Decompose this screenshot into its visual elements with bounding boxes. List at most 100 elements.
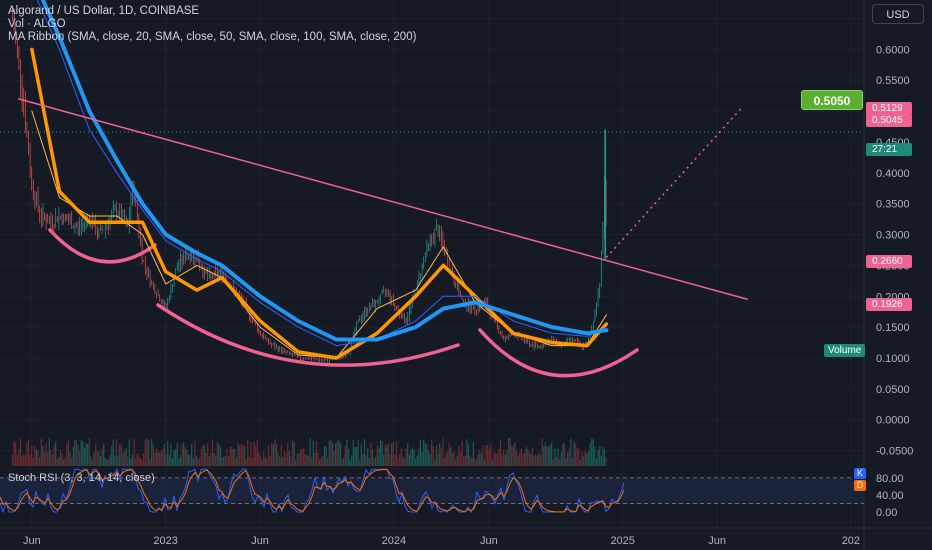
volume-bar [69, 452, 71, 466]
volume-bar [75, 440, 78, 466]
volume-bar [122, 452, 124, 466]
volume-bar [277, 452, 279, 466]
volume-bar [370, 442, 372, 466]
volume-bar [35, 449, 38, 466]
ma-ribbon-legend[interactable]: MA Ribbon (SMA, close, 20, SMA, close, 5… [8, 31, 417, 43]
currency-button[interactable]: USD [872, 4, 924, 24]
volume-bar [514, 442, 516, 466]
volume-bar [517, 455, 519, 466]
volume-bar [168, 455, 170, 466]
volume-bar [443, 457, 446, 466]
volume-bar [42, 445, 44, 466]
price-axis[interactable]: 0.65000.60000.55000.50000.45000.40000.35… [876, 14, 913, 458]
volume-bar [155, 448, 158, 466]
volume-bar [303, 448, 305, 466]
volume-bar [146, 438, 148, 466]
volume-bar [466, 438, 468, 466]
volume-bar [408, 454, 410, 466]
rsi-d-line [0, 468, 625, 513]
volume-bar [101, 448, 103, 466]
volume-bar [191, 444, 193, 466]
volume-bar [232, 448, 234, 466]
volume-bar [450, 447, 452, 466]
volume-bar [298, 453, 300, 466]
volume-bar [347, 448, 350, 466]
volume-bar [511, 446, 513, 466]
volume-bar [410, 449, 412, 466]
volume-bar [578, 448, 580, 466]
y-tick-label: 0.1000 [876, 353, 910, 365]
volume-bar [400, 448, 402, 466]
volume-bar [224, 456, 226, 466]
volume-bar [419, 439, 422, 466]
volume-bar [583, 456, 585, 466]
volume-bar [531, 447, 534, 466]
volume-bar [275, 443, 278, 466]
volume-bar [90, 456, 92, 466]
volume-bar [435, 445, 438, 466]
volume-bar [187, 454, 190, 466]
volume-bar [359, 459, 361, 466]
volume-bar [37, 450, 39, 466]
pattern-arc [156, 303, 460, 367]
x-tick-label: Jun [251, 535, 269, 547]
volume-bar [343, 458, 345, 466]
volume-bar [111, 446, 113, 466]
volume-bar [189, 454, 191, 466]
volume-bar [184, 447, 186, 466]
volume-bar [207, 443, 209, 466]
volume-bar [357, 439, 359, 466]
volume-bar [440, 448, 442, 466]
volume-bar [355, 447, 358, 466]
volume-bar [216, 442, 218, 466]
volume-bar [39, 457, 41, 466]
volume-bar [283, 450, 286, 466]
ma-line-sma-100 [36, 0, 607, 347]
symbol-title[interactable]: Algorand / US Dollar, 1D, COINBASE [8, 5, 200, 17]
volume-bar [383, 454, 385, 466]
volume-bar [247, 439, 249, 466]
volume-bar [447, 450, 449, 466]
time-axis[interactable]: Jun 2023 Jun 2024 Jun 2025 Jun 202 [23, 535, 860, 547]
volume-bar [536, 455, 538, 466]
volume-bar [373, 458, 375, 466]
x-tick-label: Jun [708, 535, 726, 547]
volume-bar [71, 458, 73, 466]
volume-bar [554, 448, 556, 466]
volume-legend[interactable]: Vol · ALGO [8, 18, 66, 30]
stoch-rsi-pane: 80.00 40.00 0.00 [0, 468, 904, 519]
volume-bar [431, 439, 433, 466]
volume-bar [488, 450, 490, 466]
y-tick-label: 0.6000 [876, 44, 910, 56]
volume-bar [395, 441, 398, 466]
volume-bar [565, 458, 567, 466]
volume-bar [482, 445, 484, 466]
volume-bar [552, 459, 554, 466]
volume-bar [295, 459, 297, 466]
volume-bar [211, 439, 214, 466]
volume-bar [210, 452, 212, 466]
volume-bar [523, 452, 526, 466]
ma-line-sma-200 [40, 0, 609, 342]
volume-bar [31, 445, 33, 466]
volume-bar [135, 458, 137, 466]
volume-bar [77, 445, 79, 466]
volume-bar [525, 447, 527, 466]
volume-bar [327, 457, 329, 466]
stoch-rsi-legend[interactable]: Stoch RSI (3, 3, 14, 14, close) [8, 472, 155, 484]
volume-bar [96, 451, 98, 466]
volume-bar [21, 455, 23, 466]
volume-bar [418, 448, 420, 466]
rsi-k-line [0, 468, 625, 514]
volume-bar [429, 454, 431, 466]
volume-bar [83, 447, 86, 466]
volume-bar [235, 457, 238, 466]
volume-bar [543, 446, 545, 466]
volume-bar [403, 458, 406, 466]
volume-bar [223, 456, 225, 466]
volume-bar [471, 457, 473, 466]
x-tick-label: Jun [23, 535, 41, 547]
volume-bar [240, 444, 242, 466]
volume-bar [263, 451, 265, 466]
